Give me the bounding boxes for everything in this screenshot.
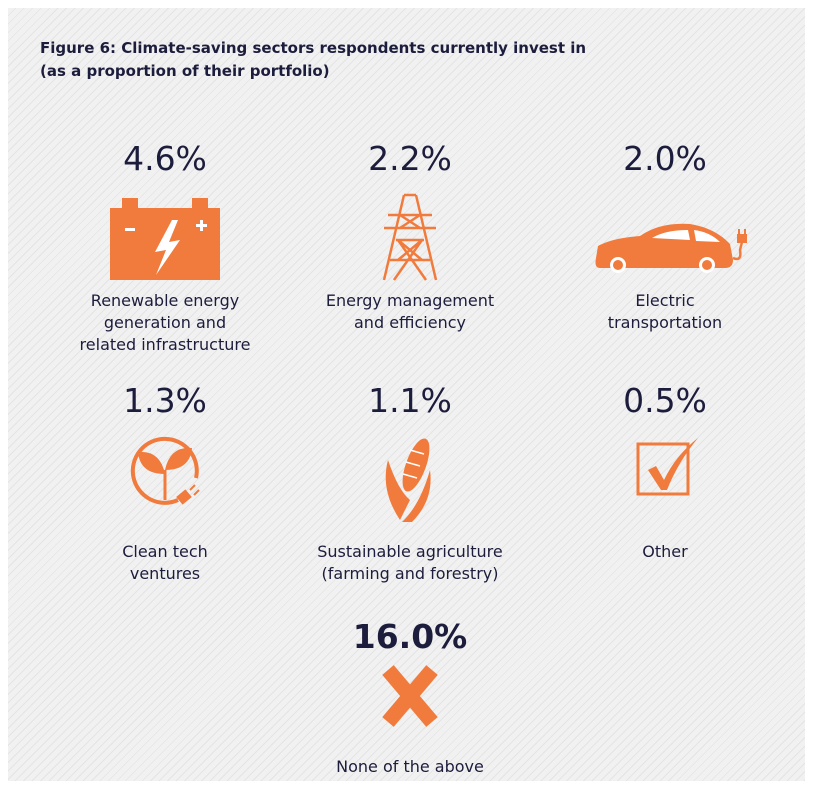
background	[8, 8, 805, 781]
percentage: 16.0%	[353, 617, 468, 656]
sector-label: None of the above	[336, 757, 484, 776]
sector-label: Electric	[635, 291, 694, 310]
percentage: 1.1%	[368, 381, 452, 420]
sector-label: Sustainable agriculture	[317, 542, 502, 561]
sector-label: and efficiency	[354, 313, 466, 332]
percentage: 2.0%	[623, 139, 707, 178]
pylon-icon	[382, 193, 438, 281]
car-icon	[595, 223, 747, 273]
percentage: 1.3%	[123, 381, 207, 420]
percentage: 2.2%	[368, 139, 452, 178]
percentage: 4.6%	[123, 139, 207, 178]
title: Figure 6: Climate-saving sectors respond…	[40, 39, 586, 57]
sector-label: (farming and forestry)	[322, 564, 499, 583]
sector-label: Other	[642, 542, 688, 561]
sector-label: ventures	[130, 564, 200, 583]
sector-label: Energy management	[326, 291, 494, 310]
sector-label: related infrastructure	[80, 335, 251, 354]
sector-label: generation and	[104, 313, 226, 332]
x-icon	[382, 665, 438, 727]
corn-icon	[385, 438, 431, 522]
sector-label: transportation	[608, 313, 722, 332]
checkbox-icon	[636, 438, 698, 496]
title: (as a proportion of their portfolio)	[40, 62, 330, 80]
plant-icon	[130, 436, 200, 505]
sector-label: Renewable energy	[91, 291, 239, 310]
sector-label: Clean tech	[122, 542, 208, 561]
percentage: 0.5%	[623, 381, 707, 420]
battery-icon	[110, 198, 220, 280]
